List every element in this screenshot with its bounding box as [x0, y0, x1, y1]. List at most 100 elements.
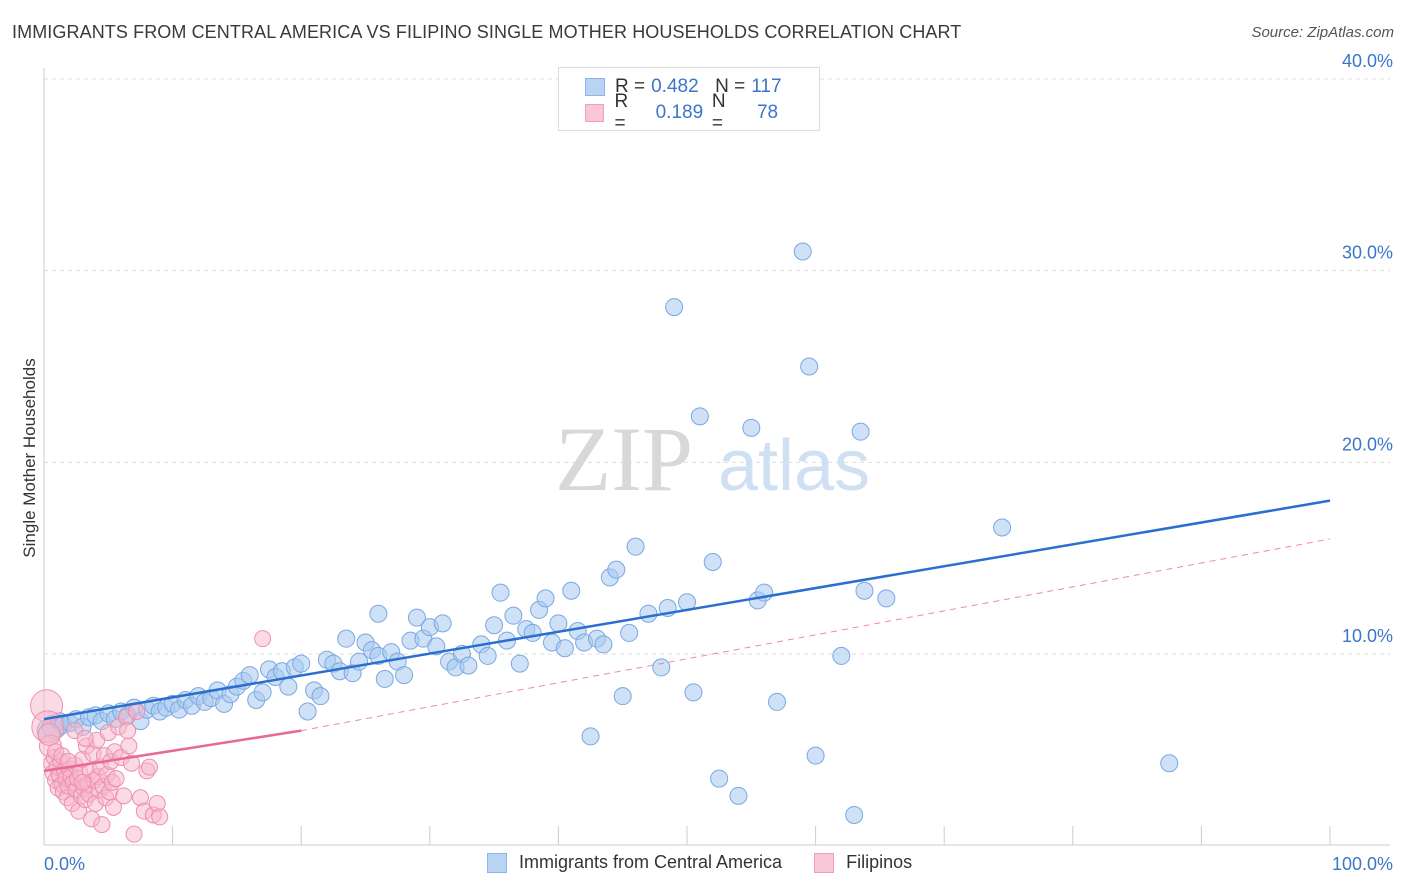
data-point-filipinos [122, 754, 140, 772]
blue-series-points [36, 242, 1179, 824]
legend-r-value: 0.482 [651, 76, 699, 97]
data-point-central-america [292, 654, 311, 673]
data-point-filipinos [104, 798, 122, 816]
data-point-central-america [877, 589, 896, 608]
data-point-central-america [298, 702, 317, 721]
data-point-central-america [369, 604, 388, 623]
data-point-filipinos [254, 630, 272, 648]
data-point-central-america [478, 646, 497, 665]
data-point-central-america [337, 629, 356, 648]
data-point-filipinos [125, 825, 143, 843]
data-point-central-america [459, 656, 478, 675]
data-point-central-america [703, 553, 722, 571]
legend-item-filipinos[interactable]: Filipinos [814, 852, 912, 873]
data-point-central-america [279, 677, 298, 696]
data-point-filipinos [76, 729, 94, 747]
data-point-central-america [1160, 754, 1179, 773]
data-point-central-america [639, 604, 658, 623]
data-point-filipinos [115, 787, 133, 805]
legend-swatch-pink [585, 104, 605, 122]
data-point-central-america [742, 418, 761, 437]
axes [43, 68, 1390, 846]
legend-r-value: 0.189 [655, 102, 704, 123]
data-point-central-america [806, 746, 825, 765]
trend-line-filipinos-extension [301, 538, 1331, 732]
data-point-central-america [832, 646, 851, 665]
data-point-central-america [375, 669, 394, 688]
data-point-central-america [855, 581, 874, 600]
data-point-central-america [684, 683, 703, 702]
legend-r-label: R = [614, 91, 629, 134]
data-point-filipinos [140, 758, 158, 776]
data-point-central-america [510, 654, 529, 673]
data-point-central-america [665, 298, 684, 317]
data-point-filipinos [120, 737, 138, 755]
series-legend: Immigrants from Central America Filipino… [487, 852, 944, 873]
data-point-central-america [581, 727, 600, 746]
data-point-central-america [607, 560, 626, 579]
data-point-filipinos [151, 808, 169, 826]
legend-row-blue: R = 0.482 N = 117 [585, 75, 815, 99]
y-tick-label: 30.0% [1342, 243, 1393, 263]
trend-line-filipinos [43, 729, 302, 773]
y-tick-label: 20.0% [1342, 434, 1393, 454]
data-point-central-america [993, 518, 1012, 537]
legend-swatch-blue [487, 852, 507, 873]
data-point-filipinos [107, 770, 125, 788]
legend-n-label: N = [711, 91, 726, 134]
data-point-central-america [690, 407, 709, 426]
data-point-central-america [652, 658, 671, 677]
y-tick-label: 10.0% [1342, 626, 1393, 646]
data-point-central-america [768, 692, 787, 711]
legend-n-label: N = [715, 76, 746, 97]
data-point-central-america [407, 608, 426, 627]
legend-label-central-america: Immigrants from Central America [519, 852, 783, 872]
data-point-central-america [729, 786, 748, 805]
data-point-filipinos [119, 722, 137, 740]
trend-line-central-america [43, 499, 1331, 721]
legend-label-filipinos: Filipinos [846, 852, 913, 872]
y-tick-label: 40.0% [1342, 51, 1393, 71]
data-point-central-america [253, 683, 272, 702]
tick-labels: 10.0% 20.0% 30.0% 40.0% 0.0% 100.0% [44, 51, 1393, 874]
data-point-filipinos [37, 723, 61, 746]
gridlines [44, 78, 1390, 655]
data-point-central-america [562, 581, 581, 600]
data-point-central-america [845, 806, 864, 824]
data-point-central-america [395, 666, 414, 685]
data-point-central-america [594, 635, 613, 654]
data-point-central-america [485, 616, 504, 635]
data-point-filipinos [74, 773, 92, 791]
legend-swatch-pink [814, 852, 835, 873]
data-point-central-america [555, 639, 574, 658]
data-point-filipinos [128, 703, 146, 720]
pink-series-points [30, 630, 272, 843]
watermark-zip: ZIP [555, 408, 693, 510]
data-point-central-america [626, 537, 645, 556]
correlation-legend: R = 0.482 N = 117 R = 0.189 N = 78 [558, 67, 820, 134]
legend-swatch-blue [585, 78, 605, 96]
data-point-central-america [433, 614, 452, 633]
data-point-filipinos [93, 816, 111, 834]
x-tick-label: 0.0% [44, 854, 85, 874]
data-point-central-america [311, 687, 330, 706]
data-point-central-america [523, 623, 542, 642]
watermark: ZIP atlas [555, 408, 870, 510]
legend-n-value: 78 [756, 102, 779, 123]
legend-item-central-america[interactable]: Immigrants from Central America [487, 852, 782, 873]
data-point-central-america [240, 666, 259, 685]
legend-n-value: 117 [751, 76, 782, 97]
data-point-central-america [504, 606, 523, 625]
data-point-central-america [491, 583, 510, 602]
data-point-central-america [613, 687, 632, 706]
legend-row-pink: R = 0.189 N = 78 [585, 91, 819, 134]
legend-r-label: R = [615, 76, 646, 97]
data-point-central-america [793, 242, 812, 261]
data-point-central-america [536, 589, 555, 608]
trend-lines [43, 499, 1331, 773]
watermark-atlas: atlas [718, 426, 870, 506]
data-point-central-america [800, 357, 819, 376]
data-point-central-america [851, 422, 870, 441]
data-point-central-america [710, 769, 729, 788]
